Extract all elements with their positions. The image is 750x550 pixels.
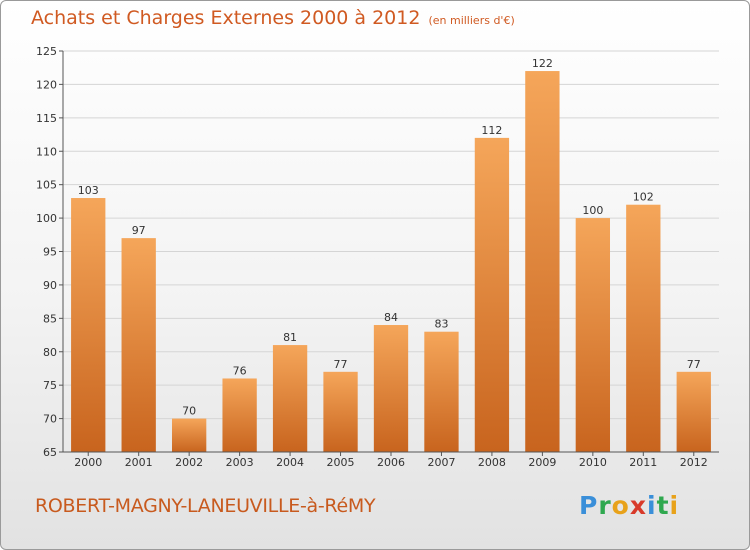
data-label-2002: 70 [182, 405, 196, 418]
y-tick-label: 115 [36, 112, 57, 125]
y-tick-label: 80 [43, 346, 57, 359]
chart-title-text: Achats et Charges Externes 2000 à 2012 [31, 7, 421, 29]
x-tick-label: 2010 [579, 456, 607, 469]
x-tick-label: 2005 [327, 456, 355, 469]
bar-2010 [575, 218, 611, 452]
y-tick-label: 110 [36, 145, 57, 158]
data-label-2007: 83 [434, 318, 448, 331]
y-tick-label: 65 [43, 446, 57, 459]
grid-lines [63, 50, 719, 453]
data-label-2001: 97 [132, 224, 146, 237]
bar-2002 [171, 418, 207, 452]
bar-2007 [424, 331, 459, 452]
logo-letter: i [647, 491, 657, 520]
y-tick-label: 70 [43, 413, 57, 426]
data-label-2008: 112 [481, 124, 502, 137]
data-label-2011: 102 [633, 191, 654, 204]
logo-letter: x [629, 491, 647, 520]
bar-2006 [373, 325, 409, 452]
x-tick-label: 2003 [226, 456, 254, 469]
y-tick-label: 100 [36, 212, 57, 225]
y-tick-label: 75 [43, 379, 57, 392]
data-label-2005: 77 [334, 358, 348, 371]
data-label-2006: 84 [384, 311, 398, 324]
bar-2012 [676, 371, 711, 452]
bar-2008 [474, 137, 510, 452]
bar-2003 [222, 378, 257, 452]
chart-subtitle: (en milliers d'€) [428, 14, 515, 27]
x-tick-label: 2002 [175, 456, 203, 469]
x-tick-label: 2006 [377, 456, 405, 469]
logo-letter: o [611, 491, 630, 520]
x-tick-label: 2001 [125, 456, 153, 469]
bar-2009 [525, 71, 560, 453]
data-label-2000: 103 [78, 184, 99, 197]
logo-letter: t [656, 491, 670, 520]
y-tick-label: 95 [43, 246, 57, 259]
data-label-2004: 81 [283, 331, 297, 344]
bars: 103 97 70 76 81 77 84 83 112 122 100 102 77 [71, 57, 711, 453]
proxiti-logo: Proxiti [579, 491, 679, 520]
x-tick-label: 2008 [478, 456, 506, 469]
logo-letter: i [669, 491, 680, 520]
y-tick-label: 125 [36, 45, 57, 58]
data-label-2009: 122 [532, 57, 553, 70]
bar-2005 [323, 371, 358, 452]
y-tick-label: 85 [43, 312, 57, 325]
x-tick-label: 2012 [680, 456, 708, 469]
commune-name: ROBERT-MAGNY-LANEUVILLE-à-RéMY [35, 495, 376, 517]
x-tick-label: 2011 [629, 456, 657, 469]
axes: 65 70 75 80 85 90 95 100 105 110 115 120 125 2000 2001… [36, 45, 719, 469]
data-label-2012: 77 [687, 358, 701, 371]
bar-2001 [121, 238, 156, 452]
y-tick-label: 90 [43, 279, 57, 292]
logo-letter: r [598, 491, 612, 520]
data-label-2003: 76 [233, 364, 247, 377]
x-tick-label: 2007 [427, 456, 455, 469]
data-label-2010: 100 [582, 204, 603, 217]
x-tick-label: 2000 [74, 456, 102, 469]
x-tick-label: 2004 [276, 456, 304, 469]
logo-letter: P [579, 491, 599, 520]
bar-2000 [71, 198, 106, 452]
y-tick-label: 105 [36, 179, 57, 192]
y-tick-label: 120 [36, 78, 57, 91]
chart-title: Achats et Charges Externes 2000 à 2012 (e… [31, 7, 515, 29]
x-tick-label: 2009 [528, 456, 556, 469]
bar-2004 [272, 345, 308, 452]
bar-2011 [626, 204, 661, 452]
